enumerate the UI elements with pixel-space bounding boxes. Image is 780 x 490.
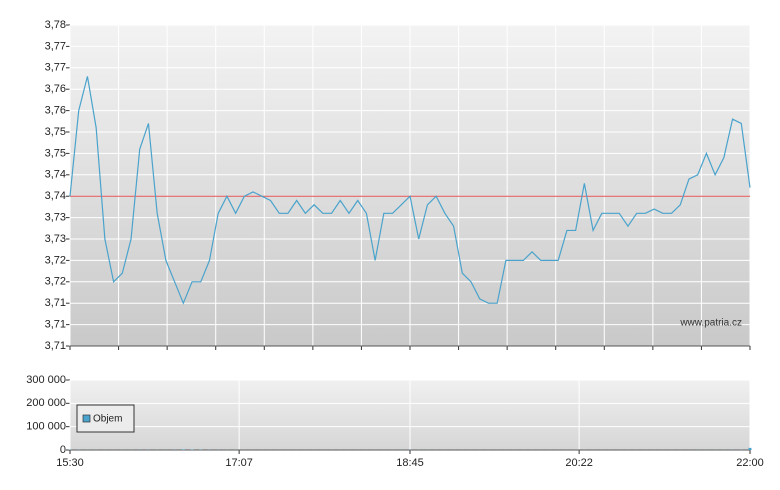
watermark: www.patria.cz xyxy=(679,318,742,329)
y-tick-label: 3,72 xyxy=(45,276,66,288)
y-tick-label: 3,73 xyxy=(45,212,66,224)
legend-swatch xyxy=(82,414,91,423)
y-tick-label: 3,74 xyxy=(45,169,66,181)
y-tick-label: 100 000 xyxy=(26,421,66,433)
y-tick-label: 3,77 xyxy=(45,62,66,74)
y-tick-label: 3,72 xyxy=(45,254,66,266)
y-tick-label: 0 xyxy=(60,444,66,456)
x-tick-label: 22:00 xyxy=(736,457,764,469)
x-tick-label: 18:45 xyxy=(396,457,424,469)
y-tick-label: 3,73 xyxy=(45,233,66,245)
y-tick-label: 3,77 xyxy=(45,40,66,52)
y-tick-label: 3,75 xyxy=(45,147,66,159)
price-line xyxy=(69,76,751,305)
y-tick-label: 3,71 xyxy=(45,319,66,331)
volume-bar xyxy=(748,447,752,450)
x-tick-label: 17:07 xyxy=(225,457,253,469)
y-tick-label: 3,76 xyxy=(45,83,66,95)
legend-label: Objem xyxy=(93,414,122,425)
y-tick-label: 3,71 xyxy=(45,340,66,352)
y-tick-label: 3,74 xyxy=(45,190,66,202)
y-tick-label: 3,75 xyxy=(45,126,66,138)
y-tick-label: 200 000 xyxy=(26,397,66,409)
x-tick-label: 15:30 xyxy=(56,457,84,469)
y-tick-label: 3,76 xyxy=(45,105,66,117)
y-tick-label: 3,78 xyxy=(45,19,66,31)
volume-bar xyxy=(181,449,185,450)
y-tick-label: 3,71 xyxy=(45,297,66,309)
y-tick-label: 300 000 xyxy=(26,374,66,386)
x-tick-label: 20:22 xyxy=(565,457,593,469)
